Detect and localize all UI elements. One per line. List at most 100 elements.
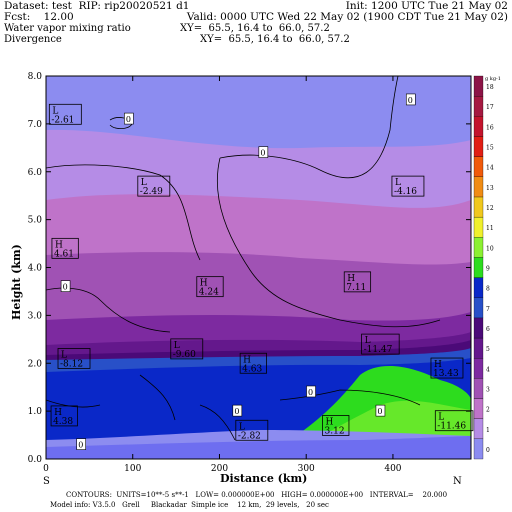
- zero-label-box: [375, 404, 386, 417]
- x-end-label-left: S: [43, 476, 50, 487]
- extremum-value: 4.63: [242, 364, 262, 374]
- extrema-labels: L-2.61L-2.49L-4.16H4.61H4.24H7.11L-9.60L…: [48, 103, 474, 441]
- x-tick-label: 400: [384, 464, 401, 474]
- header-line1-left: Dataset: test RIP: rip20020521 d1: [4, 0, 190, 12]
- header-line1-right: Init: 1200 UTC Tue 21 May 02: [345, 0, 508, 12]
- extremum-value: -11.47: [364, 345, 393, 355]
- y-tick-label: 0.0: [28, 455, 43, 465]
- extremum-box: [239, 352, 267, 374]
- extremum-value: 4.38: [53, 417, 73, 427]
- extremum-letter: L: [365, 336, 371, 346]
- zero-label-box: [60, 280, 71, 292]
- extremum-letter: H: [434, 360, 442, 370]
- colorbar-swatch: [473, 358, 484, 379]
- colorbar-level-label: 4: [486, 366, 490, 373]
- colorbar-level-label: 8: [486, 286, 490, 293]
- extremum-value: 13.43: [433, 369, 459, 379]
- extremum-box: [361, 333, 400, 355]
- header-line2-right: Valid: 0000 UTC Wed 22 May 02 (1900 CDT …: [186, 11, 508, 23]
- colorbar-level-label: 3: [486, 386, 490, 393]
- colorbar-level-label: 7: [486, 306, 490, 313]
- y-tick-label: 6.0: [28, 168, 43, 178]
- extremum-value: 4.61: [54, 249, 74, 259]
- extremum-letter: H: [347, 274, 355, 284]
- extremum-box: [343, 271, 372, 293]
- extremum-box: [235, 419, 269, 441]
- zero-contour-labels: 0 0 0 0 0 0 0 0: [60, 93, 416, 450]
- colorbar-level-label: 0: [486, 447, 490, 454]
- colorbar-swatch: [473, 176, 484, 198]
- zero-label: 0: [234, 407, 239, 416]
- colorbar-level-label: 9: [486, 266, 490, 273]
- x-axis: 0 100 200 300 400: [43, 76, 402, 474]
- extremum-letter: L: [52, 106, 58, 116]
- extremum-letter: L: [61, 350, 67, 360]
- extremum-value: -9.60: [173, 350, 196, 360]
- x-tick-label: 0: [43, 464, 49, 474]
- header-line3-right: XY= 65.5, 16.4 to 66.0, 57.2: [180, 23, 330, 34]
- footer-contours: CONTOURS: UNITS=10**-5 s**-1 LOW= 0.0000…: [66, 491, 448, 499]
- zero-label: 0: [408, 96, 413, 105]
- zero-label: 0: [63, 283, 68, 292]
- y-tick-label: 4.0: [28, 264, 43, 274]
- header-line4-right: XY= 65.5, 16.4 to 66.0, 57.2: [200, 34, 350, 45]
- colorbar-level-label: 15: [486, 145, 494, 152]
- footer-model-info: Model info: V3.5.0 Grell Blackadar Simpl…: [50, 501, 329, 509]
- mixing-ratio-field: [46, 76, 471, 459]
- y-tick-label: 8.0: [28, 72, 43, 82]
- extremum-value: -2.61: [51, 115, 74, 125]
- colorbar-level-label: 1: [486, 427, 490, 434]
- colorbar-swatch: [473, 136, 484, 157]
- colorbar-swatch: [473, 96, 484, 117]
- extremum-value: -2.82: [238, 431, 261, 441]
- extremum-value: -4.16: [394, 187, 417, 197]
- zero-label: 0: [308, 388, 313, 397]
- extremum-box: [57, 348, 91, 369]
- y-axis: 0.0 1.0 2.0 3.0 4.0 5.0 6.0 7.0 8.0: [28, 72, 471, 465]
- colorbar-swatch: [473, 418, 484, 439]
- colorbar-level-label: 2: [486, 407, 490, 414]
- extremum-box: [430, 357, 464, 379]
- extremum-value: 7.11: [346, 283, 366, 293]
- colorbar-swatch: [473, 196, 484, 218]
- colorbar-swatch: [473, 116, 484, 137]
- colorbar-swatch: [473, 216, 484, 238]
- colorbar-swatch: [473, 378, 484, 399]
- header-line2-left: Fcst: 12.00: [4, 11, 74, 23]
- colorbar-swatch: [473, 277, 484, 298]
- extremum-box: [434, 410, 474, 432]
- colorbar-swatch: [473, 297, 484, 319]
- zero-label-box: [76, 438, 86, 450]
- zero-label: 0: [126, 115, 131, 124]
- y-tick-label: 5.0: [28, 216, 43, 226]
- y-tick-label: 2.0: [28, 359, 43, 369]
- colorbar-swatch: [473, 438, 484, 460]
- header-line4-left: Divergence: [4, 34, 62, 45]
- y-tick-label: 3.0: [28, 311, 43, 321]
- colorbar-level-label: 14: [486, 165, 494, 172]
- zero-label-box: [306, 385, 316, 398]
- extremum-value: -8.12: [60, 359, 83, 369]
- zero-label-box: [232, 404, 243, 417]
- extremum-letter: L: [395, 178, 401, 188]
- extremum-value: -2.49: [140, 187, 163, 197]
- colorbar-level-label: 5: [486, 346, 490, 353]
- colorbar-level-label: 16: [486, 124, 494, 131]
- extremum-letter: L: [438, 413, 444, 423]
- y-axis-label: Height (km): [10, 244, 23, 320]
- x-tick-label: 100: [124, 464, 141, 474]
- colorbar-swatch: [473, 398, 484, 419]
- extremum-box: [322, 415, 350, 436]
- extremum-box: [48, 103, 82, 125]
- extremum-letter: H: [243, 355, 251, 365]
- colorbar-level-label: 18: [486, 84, 494, 91]
- zero-label-box: [258, 146, 269, 158]
- colorbar-swatch: [473, 337, 484, 359]
- colorbar-level-label: 13: [486, 185, 494, 192]
- zero-label: 0: [260, 149, 265, 158]
- header-line3-left: Water vapor mixing ratio: [4, 23, 131, 34]
- x-tick-label: 300: [298, 464, 315, 474]
- y-tick-label: 7.0: [28, 120, 43, 130]
